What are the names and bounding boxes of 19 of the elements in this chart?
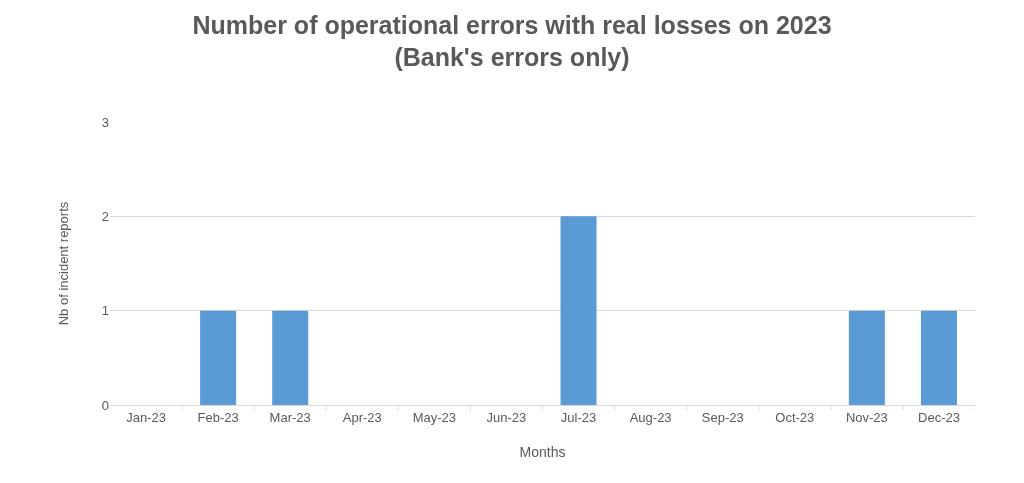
y-axis-title: Nb of incident reports <box>55 201 71 326</box>
x-tick-label: Nov-23 <box>845 409 888 425</box>
x-tick-label: Sep-23 <box>701 409 744 425</box>
y-tick-label: 1 <box>101 303 109 319</box>
x-tick-label: Apr-23 <box>342 409 382 425</box>
x-tick-label: Mar-23 <box>269 409 311 425</box>
x-tick-label: Oct-23 <box>775 409 815 425</box>
chart-title: Number of operational errors with real losses on 2023 (Bank's errors only) <box>192 10 832 72</box>
x-tick-label: Jan-23 <box>126 409 166 425</box>
y-tick-label: 0 <box>101 397 109 413</box>
x-tick-label: Feb-23 <box>197 409 239 425</box>
y-tick-label: 2 <box>101 208 109 224</box>
x-tick-label: Jun-23 <box>486 409 527 425</box>
x-tick-label: Jul-23 <box>560 409 597 425</box>
x-tick-label: Dec-23 <box>918 409 960 425</box>
y-tick-label: 3 <box>101 114 109 130</box>
x-axis-title: Months <box>519 444 566 460</box>
x-tick-label: May-23 <box>412 409 457 425</box>
x-tick-label: Aug-23 <box>629 409 672 425</box>
